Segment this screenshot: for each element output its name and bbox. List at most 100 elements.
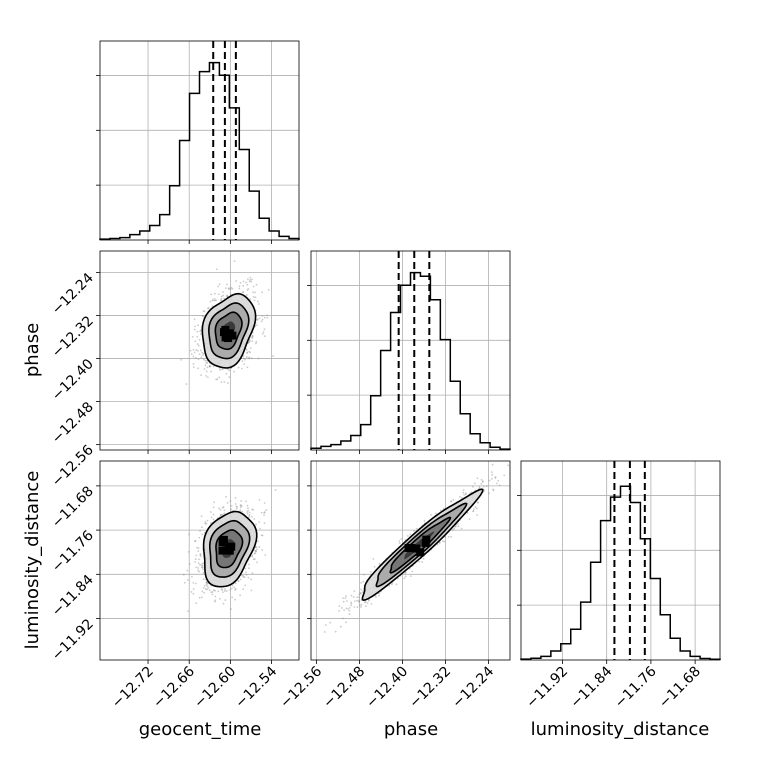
- panel-frame: [99, 250, 300, 451]
- sample-point: [451, 529, 454, 531]
- sample-point: [205, 583, 208, 586]
- sample-point: [421, 561, 424, 564]
- sample-point: [357, 600, 360, 603]
- sample-point: [255, 324, 258, 327]
- sample-point: [205, 581, 208, 583]
- contour-line: [208, 302, 250, 360]
- sample-point: [360, 606, 362, 608]
- sample-point: [227, 288, 230, 290]
- sample-point: [244, 584, 247, 587]
- sample-point: [255, 548, 258, 551]
- sample-point: [404, 575, 407, 578]
- sample-point: [364, 601, 367, 603]
- x-tick-label: −12.48: [320, 664, 368, 712]
- sample-point: [194, 558, 197, 560]
- sample-point: [188, 563, 191, 565]
- sample-point: [338, 605, 341, 607]
- y-axis-label-phase: phase: [22, 323, 43, 377]
- sample-point: [246, 283, 249, 286]
- sample-point: [253, 552, 256, 555]
- sample-point: [194, 560, 197, 563]
- sample-point: [257, 357, 260, 360]
- y-tick-label: −12.48: [49, 399, 97, 447]
- sample-point: [194, 582, 197, 585]
- y-tick-label: −11.76: [49, 528, 97, 576]
- sample-point: [223, 509, 226, 512]
- sample-point: [254, 291, 256, 294]
- sample-point: [491, 463, 494, 466]
- contour-line: [208, 519, 251, 578]
- sample-point: [352, 596, 355, 598]
- sample-point: [250, 357, 253, 360]
- sample-point: [192, 355, 195, 358]
- sample-point: [192, 366, 195, 369]
- sample-point: [227, 382, 229, 384]
- sample-point: [239, 281, 242, 284]
- sample-point: [208, 589, 211, 592]
- sample-point: [209, 365, 212, 368]
- sample-point: [242, 357, 245, 360]
- sample-point: [236, 505, 238, 508]
- sample-point: [230, 504, 233, 507]
- sample-point: [196, 335, 199, 338]
- sample-point: [233, 260, 236, 263]
- sample-point: [201, 533, 204, 536]
- sample-point: [210, 370, 213, 373]
- sample-point: [255, 342, 257, 345]
- density-peak: [407, 544, 416, 553]
- sample-point: [231, 287, 234, 290]
- sample-point: [220, 297, 223, 300]
- sample-point: [204, 521, 207, 523]
- density-peak: [421, 539, 430, 548]
- sample-point: [233, 586, 236, 589]
- sample-point: [238, 285, 241, 288]
- sample-point: [345, 607, 348, 610]
- sample-point: [235, 280, 238, 282]
- sample-point: [495, 482, 498, 485]
- sample-point: [250, 578, 253, 581]
- sample-point: [359, 592, 362, 594]
- sample-point: [358, 604, 361, 607]
- sample-point: [243, 363, 246, 366]
- density-peak: [416, 548, 425, 557]
- sample-point: [205, 522, 208, 525]
- sample-point: [253, 558, 256, 560]
- sample-point: [480, 478, 483, 481]
- sample-point: [272, 355, 274, 357]
- sample-point: [356, 596, 359, 599]
- sample-point: [195, 566, 198, 569]
- sample-point: [375, 596, 377, 598]
- sample-point: [200, 515, 203, 518]
- density-peak: [225, 329, 234, 338]
- sample-point: [261, 332, 264, 335]
- sample-point: [360, 588, 363, 591]
- x-axis-label-phase: phase: [384, 719, 438, 740]
- sample-point: [413, 530, 415, 532]
- x-axis-label-geocent-time: geocent_time: [139, 719, 262, 740]
- sample-point: [257, 300, 259, 303]
- sample-point: [212, 513, 215, 516]
- sample-point: [211, 305, 214, 308]
- sample-point: [192, 362, 195, 365]
- sample-point: [245, 348, 248, 351]
- sample-point: [485, 485, 488, 487]
- sample-point: [247, 509, 249, 512]
- sample-point: [358, 599, 361, 602]
- density-peak: [218, 546, 227, 555]
- sample-point: [230, 508, 233, 511]
- sample-point: [476, 514, 478, 516]
- sample-point: [245, 573, 248, 576]
- sample-point: [251, 508, 254, 511]
- sample-point: [211, 299, 214, 302]
- sample-point: [242, 575, 245, 578]
- sample-point: [213, 297, 216, 300]
- sample-point: [398, 540, 401, 543]
- sample-point: [356, 599, 358, 602]
- sample-point: [225, 590, 228, 592]
- sample-point: [363, 601, 366, 604]
- sample-point: [225, 372, 228, 375]
- sample-point: [248, 340, 251, 343]
- sample-point: [197, 562, 200, 565]
- sample-point: [245, 500, 247, 503]
- sample-point: [254, 549, 257, 552]
